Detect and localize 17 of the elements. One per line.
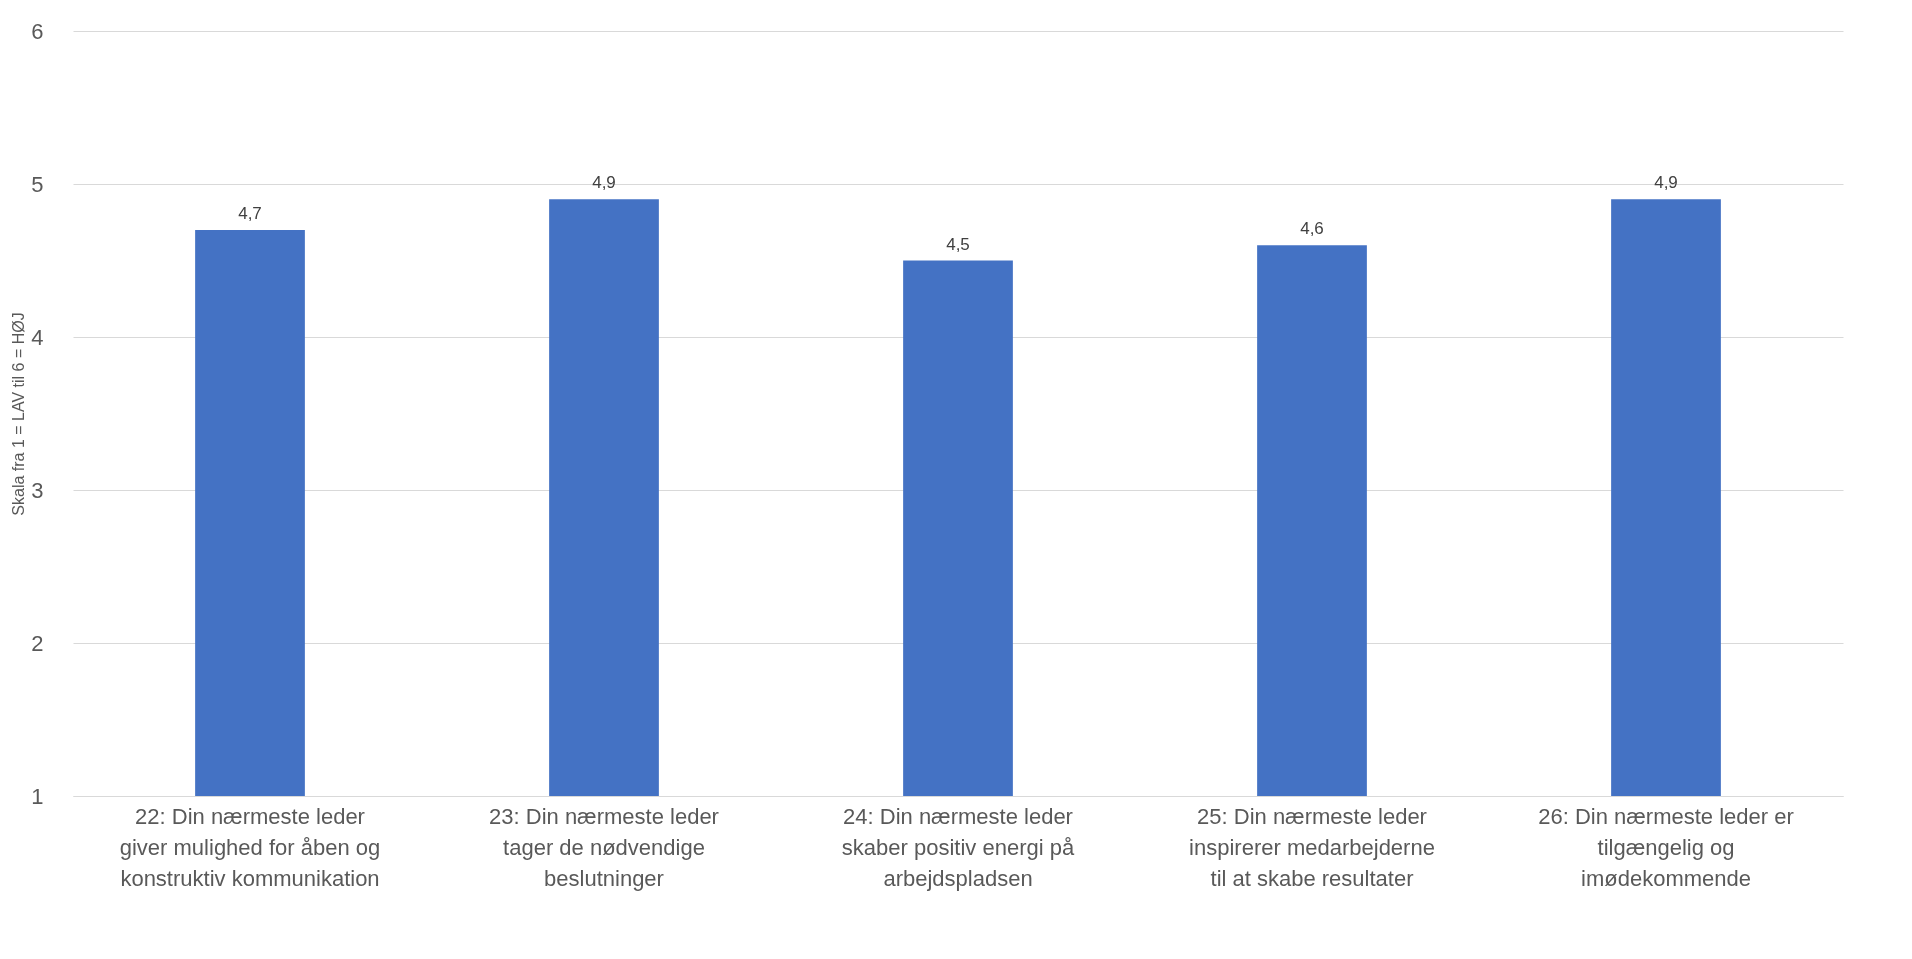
x-tick-label: 22: Din nærmeste leder giver mulighed for åben og konstruktiv kommunikation	[119, 803, 381, 891]
y-axis-title: Skala fra 1 = LAV til 6 = HØJ	[10, 312, 28, 516]
y-tick-label: 1	[31, 783, 44, 809]
data-label: 4,9	[592, 173, 616, 193]
data-label: 4,6	[1300, 219, 1324, 239]
x-tick-label: 24: Din nærmeste leder skaber positiv energi på arbejdspladsen	[841, 803, 1075, 891]
y-tick-label: 3	[31, 477, 44, 503]
y-tick-label: 6	[31, 18, 44, 44]
data-label: 4,7	[238, 203, 262, 223]
y-tick-label: 4	[31, 324, 44, 350]
x-tick-label: 25: Din nærmeste leder inspirerer medarbejderne til at skabe resultater	[1189, 803, 1435, 891]
y-tick-label: 5	[31, 171, 44, 197]
y-tick-label: 2	[31, 630, 44, 656]
x-tick-label: 23: Din nærmeste leder tager de nødvendige beslutninger	[489, 803, 719, 891]
x-tick-label: 26: Din nærmeste leder er tilgængelig og imødekommende	[1538, 803, 1794, 891]
data-label: 4,9	[1654, 173, 1678, 193]
data-label: 4,5	[946, 234, 970, 254]
